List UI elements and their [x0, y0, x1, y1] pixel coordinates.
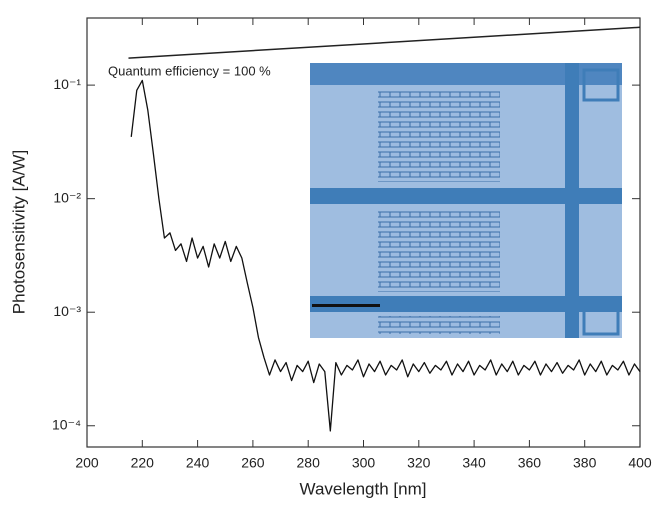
x-tick-label: 320 [407, 455, 431, 471]
inset-band [310, 63, 622, 85]
x-tick-label: 240 [186, 455, 210, 471]
y-tick-label: 10⁻¹ [53, 76, 81, 92]
x-tick-label: 200 [75, 455, 99, 471]
x-axis-label: Wavelength [nm] [300, 479, 427, 498]
inset-comb [378, 90, 500, 182]
inset-photo [310, 63, 622, 338]
inset-band [310, 188, 622, 204]
y-tick-label: 10⁻³ [53, 303, 81, 319]
inset-pad [582, 68, 620, 102]
inset-comb [378, 210, 500, 292]
inset-scale-bar [312, 304, 380, 307]
x-tick-label: 280 [297, 455, 321, 471]
y-axis-label: Photosensitivity [A/W] [9, 150, 28, 314]
y-tick-label: 10⁻⁴ [52, 416, 81, 432]
x-tick-label: 400 [628, 455, 652, 471]
inset-comb [378, 316, 500, 334]
x-tick-label: 220 [131, 455, 155, 471]
y-tick-label: 10⁻² [53, 189, 81, 205]
x-tick-label: 360 [518, 455, 542, 471]
x-tick-label: 260 [241, 455, 265, 471]
x-tick-label: 380 [573, 455, 597, 471]
inset-band [310, 296, 622, 312]
data-line [128, 26, 641, 59]
x-tick-label: 300 [352, 455, 376, 471]
annotation: Quantum efficiency = 100 % [108, 63, 271, 78]
x-tick-label: 340 [462, 455, 486, 471]
inset-pad [582, 298, 620, 336]
inset-band [565, 63, 579, 338]
data-line [130, 79, 641, 432]
